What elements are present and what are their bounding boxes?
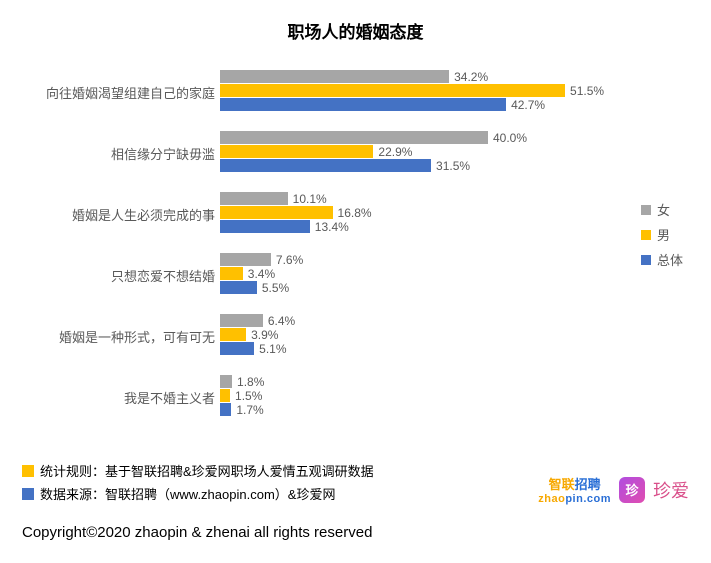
category-label: 相信缘分宁缺毋滥 (0, 144, 215, 163)
chart-title: 职场人的婚姻态度 (0, 0, 711, 43)
bar-total (220, 342, 254, 355)
chart-plot: 向往婚姻渴望组建自己的家庭 34.2% 51.5% 42.7% 相信缘分宁缺毋滥 40.0… (0, 60, 711, 440)
bar-value-label: 31.5% (436, 159, 470, 173)
category-label: 婚姻是人生必须完成的事 (0, 205, 215, 224)
note-source-text: 数据来源：智联招聘（www.zhaopin.com）&珍爱网 (40, 484, 335, 503)
bar-value-label: 51.5% (570, 84, 604, 98)
logo-zhenai-icon: 珍 (619, 477, 645, 503)
category-label: 我是不婚主义者 (0, 388, 215, 407)
note-rule-swatch (22, 465, 34, 477)
legend: 女男总体 (641, 200, 683, 275)
category-group: 婚姻是人生必须完成的事 10.1% 16.8%13.4% (0, 192, 711, 233)
bar-male (220, 389, 230, 402)
note-source: 数据来源：智联招聘（www.zhaopin.com）&珍爱网 (22, 484, 374, 503)
bar-female (220, 314, 263, 327)
bar-total (220, 220, 310, 233)
bar-value-label: 22.9% (378, 145, 412, 159)
category-group: 相信缘分宁缺毋滥 40.0% 22.9% 31.5% (0, 131, 711, 172)
bar-value-label: 6.4% (268, 314, 295, 328)
bar-total (220, 98, 506, 111)
bar-female (220, 70, 449, 83)
legend-swatch (641, 230, 651, 240)
legend-swatch (641, 205, 651, 215)
legend-item: 男 (641, 225, 683, 244)
category-group: 只想恋爱不想结婚 7.6%3.4%5.5% (0, 253, 711, 294)
bar-female (220, 375, 232, 388)
bar-value-label: 1.8% (237, 375, 264, 389)
bar-male (220, 145, 373, 158)
bar-value-label: 34.2% (454, 70, 488, 84)
bar-value-label: 16.8% (338, 206, 372, 220)
category-group: 向往婚姻渴望组建自己的家庭 34.2% 51.5% 42.7% (0, 70, 711, 111)
category-group: 婚姻是一种形式，可有可无 6.4%3.9%5.1% (0, 314, 711, 355)
legend-label: 总体 (657, 250, 683, 269)
bar-female (220, 253, 271, 266)
logo-zhaopin-en: zhaopin.com (538, 493, 611, 505)
logo-zhenai-text: 珍爱 (653, 477, 689, 503)
bar-value-label: 42.7% (511, 98, 545, 112)
footer-notes: 统计规则：基于智联招聘&珍爱网职场人爱情五观调研数据 数据来源：智联招聘（www… (22, 457, 374, 503)
category-label: 向往婚姻渴望组建自己的家庭 (0, 83, 215, 102)
legend-label: 男 (657, 225, 670, 244)
note-source-swatch (22, 488, 34, 500)
category-label: 只想恋爱不想结婚 (0, 266, 215, 285)
bar-value-label: 1.7% (236, 403, 263, 417)
logos: 智联招聘 zhaopin.com 珍 珍爱 (538, 474, 689, 505)
bar-value-label: 5.1% (259, 342, 286, 356)
bar-male (220, 206, 333, 219)
bar-female (220, 131, 488, 144)
legend-item: 女 (641, 200, 683, 219)
note-rule-text: 统计规则：基于智联招聘&珍爱网职场人爱情五观调研数据 (40, 461, 374, 480)
category-label: 婚姻是一种形式，可有可无 (0, 327, 215, 346)
bar-total (220, 159, 431, 172)
logo-zhaopin: 智联招聘 zhaopin.com (538, 474, 611, 505)
bar-total (220, 403, 231, 416)
legend-swatch (641, 255, 651, 265)
note-rule: 统计规则：基于智联招聘&珍爱网职场人爱情五观调研数据 (22, 461, 374, 480)
bar-value-label: 1.5% (235, 389, 262, 403)
category-group: 我是不婚主义者 1.8%1.5%1.7% (0, 375, 711, 416)
bar-female (220, 192, 288, 205)
legend-label: 女 (657, 200, 670, 219)
bar-male (220, 84, 565, 97)
bar-value-label: 10.1% (293, 192, 327, 206)
bar-male (220, 328, 246, 341)
legend-item: 总体 (641, 250, 683, 269)
copyright: Copyright©2020 zhaopin & zhenai all righ… (22, 524, 372, 541)
bar-value-label: 7.6% (276, 253, 303, 267)
bar-value-label: 5.5% (262, 281, 289, 295)
logo-zhaopin-cn: 智联招聘 (549, 474, 601, 493)
bar-male (220, 267, 243, 280)
bar-value-label: 3.9% (251, 328, 278, 342)
bar-total (220, 281, 257, 294)
bar-value-label: 13.4% (315, 220, 349, 234)
bar-value-label: 40.0% (493, 131, 527, 145)
bar-value-label: 3.4% (248, 267, 275, 281)
